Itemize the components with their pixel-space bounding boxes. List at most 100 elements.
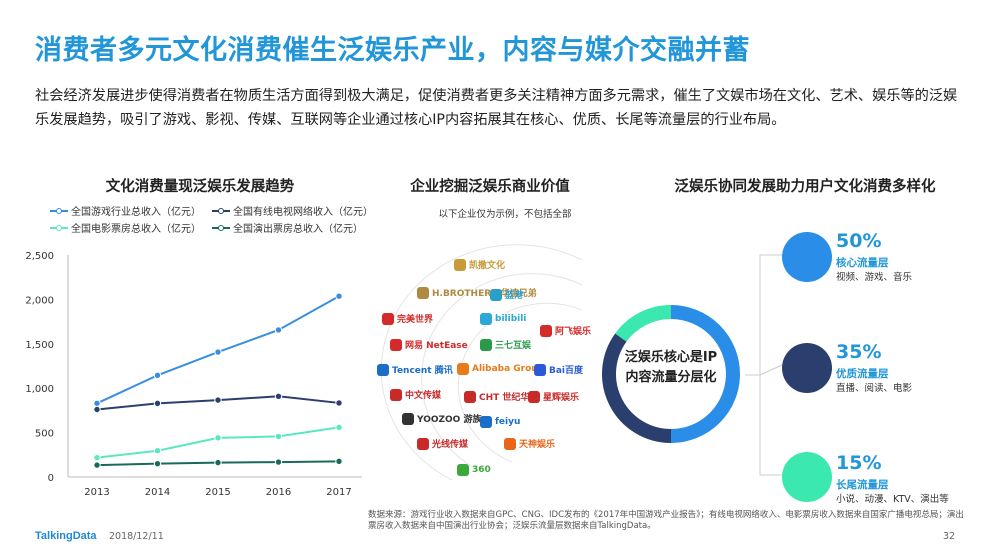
logo-label: Tencent 腾讯: [392, 366, 453, 376]
legend-label: 全国有线电视网络收入（亿元）: [233, 207, 373, 218]
logo-mark: [528, 390, 540, 403]
logo-baidu: Bai百度: [534, 363, 583, 376]
logo-label: Alibaba Group: [472, 364, 545, 374]
legend-swatch: [50, 207, 68, 214]
logo-feiyu: feiyu: [480, 416, 520, 428]
series-line-2: [96, 426, 340, 459]
x-tick-label: 2013: [84, 487, 109, 498]
logo-linekong: 蓝港: [490, 288, 523, 301]
legend-label: 全国电影票房总收入（亿元）: [71, 224, 201, 235]
logo-label: 中文传媒: [405, 391, 442, 401]
y-tick-label: 1,000: [25, 384, 54, 395]
logo-yoozoo: YOOZOO 游族: [402, 412, 481, 425]
legend-swatch: [50, 224, 68, 231]
legend-label: 全国游戏行业总收入（亿元）: [71, 207, 201, 218]
x-tick-label: 2015: [205, 487, 230, 498]
logo-label: 星辉娱乐: [543, 393, 580, 403]
logo-netease: 网易 NetEase: [390, 338, 468, 351]
footer-date: 2018/12/11: [109, 531, 164, 542]
series-point: [153, 459, 162, 468]
tier-quality-name: 优质流量层: [836, 368, 889, 380]
logo-mark: [454, 258, 466, 271]
tier-core-circle: [782, 232, 832, 282]
tier-core-desc: 视频、游戏、音乐: [836, 272, 913, 283]
series-point: [214, 434, 222, 442]
logo-label: 蓝港: [505, 291, 524, 301]
logo-enlight: 光线传媒: [417, 437, 468, 450]
series-point: [335, 292, 343, 300]
logo-rastar: 星辉娱乐: [528, 390, 579, 403]
series-point: [93, 399, 101, 407]
y-tick-label: 1,500: [25, 340, 54, 351]
legend-item-box-office: 全国电影票房总收入（亿元）: [50, 220, 201, 235]
logo-mark: [402, 412, 414, 425]
tier-longtail-circle: [782, 452, 832, 502]
logo-mark: [390, 338, 402, 351]
ring-text-line2: 内容流量分层化: [625, 370, 717, 385]
series-point: [274, 392, 283, 400]
logo-mark: [417, 437, 429, 450]
logo-alibaba: Alibaba Group: [457, 363, 544, 375]
logo-tencent: Tencent 腾讯: [377, 363, 453, 376]
logo-mark: [457, 464, 469, 476]
middle-section-title: 企业挖掘泛娱乐商业价值: [410, 179, 570, 195]
logo-kaiser: 凯撒文化: [454, 258, 505, 271]
logo-label: 360: [472, 465, 491, 475]
page-title: 消费者多元文化消费催生泛娱乐产业，内容与媒介交融并蓄: [35, 35, 750, 66]
y-tick-label: 2,500: [25, 251, 54, 262]
logo-mark: [480, 338, 492, 351]
logo-label: 网易 NetEase: [405, 341, 468, 351]
logo-label: 天神娱乐: [519, 440, 556, 450]
logo-mark: [490, 288, 502, 301]
series-point: [214, 458, 222, 467]
chart-section-title: 文化消费量现泛娱乐发展趋势: [105, 179, 295, 195]
line-chart: 0 500 1,000 1,500 2,000 2,500 2013 2014 2015 2016…: [25, 251, 362, 498]
logo-chinese-media: 中文传媒: [390, 388, 441, 401]
logo-mark: [382, 312, 394, 325]
series-point: [153, 371, 162, 380]
ip-ring-chart: [602, 305, 740, 443]
logo-label: 阿飞娱乐: [555, 327, 592, 337]
logo-label: 光线传媒: [432, 440, 469, 450]
logo-mark: [457, 363, 469, 375]
y-tick-label: 500: [35, 429, 54, 440]
legend-swatch: [212, 224, 230, 231]
series-point: [274, 326, 283, 334]
tier-longtail-percent: 15%: [836, 452, 882, 474]
logo-mark: [377, 363, 389, 376]
series-point: [214, 396, 222, 404]
arc-lines: [380, 244, 583, 481]
series-point: [274, 458, 283, 466]
logo-bilibili: bilibili: [480, 313, 526, 325]
page-number: 32: [943, 531, 956, 542]
logo-label: feiyu: [495, 417, 521, 427]
logo-label: H.BROTHERS 华谊兄弟: [432, 289, 537, 299]
logo-mark: [390, 388, 402, 401]
logo-tianshen: 天神娱乐: [504, 437, 555, 450]
series-point: [335, 457, 343, 466]
logo-label: 完美世界: [397, 315, 434, 325]
legend-label: 全国演出票房总收入（亿元）: [233, 224, 363, 235]
logo-alpha: 阿飞娱乐: [540, 324, 591, 337]
tier-core-percent: 50%: [836, 230, 882, 252]
tier-longtail-desc: 小说、动漫、KTV、演出等: [836, 494, 949, 505]
logo-mark: [534, 363, 546, 376]
tier-quality-desc: 直播、阅读、电影: [836, 383, 913, 394]
tier-quality-percent: 35%: [836, 341, 882, 363]
legend-item-game: 全国游戏行业总收入（亿元）: [50, 203, 201, 218]
ring-text-line1: 泛娱乐核心是IP: [624, 350, 718, 365]
logo-perfect-world: 完美世界: [382, 312, 433, 325]
logo-mark: [417, 286, 429, 299]
series-point: [214, 348, 222, 356]
series-point: [153, 399, 162, 408]
ring-segment-1: [602, 333, 672, 443]
ring-segment-2: [615, 305, 672, 342]
logo-mark: [480, 416, 492, 428]
company-logo-cloud: 凯撒文化 H.BROTHERS 华谊兄弟 蓝港 完美世界 bilibili 网易…: [372, 240, 591, 490]
tier-longtail-name: 长尾流量层: [836, 479, 889, 491]
intro-paragraph: 社会经济发展进步使得消费者在物质生活方面得到极大满足，促使消费者更多关注精神方面…: [35, 88, 958, 128]
tier-core-name: 核心流量层: [836, 257, 889, 269]
logo-label: 三七互娱: [495, 341, 532, 351]
logo-cht: CHT 世纪华通: [464, 390, 538, 403]
logo-mark: [464, 390, 476, 403]
